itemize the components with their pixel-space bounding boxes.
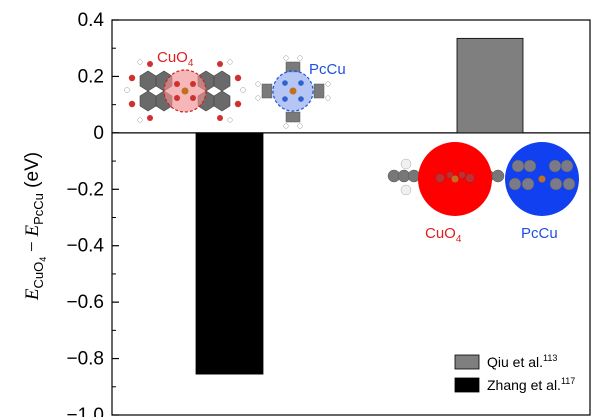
bar-zhang bbox=[195, 132, 264, 375]
molecule-pccu-icon bbox=[255, 55, 331, 129]
side-view-pccu-icon bbox=[505, 142, 579, 216]
y-tick-label: −0.6 bbox=[66, 292, 104, 313]
y-axis: 0.4 0.2 0 −0.2 −0.4 −0.6 −0.8 −1.0 bbox=[66, 10, 119, 417]
legend-label-qiu: Qiu et al.113 bbox=[487, 353, 557, 370]
y-tick-label: 0.4 bbox=[78, 10, 105, 31]
molecule-cuo4-icon bbox=[124, 59, 246, 123]
inset-top-cuo4-label: CuO4 bbox=[157, 49, 194, 69]
inset-top-pccu-label: PcCu bbox=[309, 61, 346, 78]
legend-label-zhang: Zhang et al.117 bbox=[487, 376, 575, 393]
y-axis-label: ECuO4 − EPcCu (eV) bbox=[22, 152, 48, 301]
inset-molecules-right: CuO4 PcCu bbox=[387, 142, 579, 245]
inset-right-pccu-label: PcCu bbox=[521, 225, 558, 242]
y-tick-label: −0.8 bbox=[66, 349, 104, 370]
bar-qiu bbox=[456, 37, 524, 134]
inset-molecules-top: CuO4 PcCu bbox=[124, 49, 346, 129]
y-tick-label: 0.2 bbox=[78, 66, 104, 87]
legend-swatch-qiu bbox=[454, 354, 480, 370]
legend-swatch-zhang bbox=[454, 377, 480, 393]
y-tick-label: −0.4 bbox=[66, 236, 104, 257]
legend: Qiu et al.113 Zhang et al.117 bbox=[454, 353, 575, 393]
side-view-cuo4-icon bbox=[387, 142, 505, 216]
y-tick-label: −1.0 bbox=[66, 405, 104, 417]
y-tick-label: 0 bbox=[93, 123, 104, 144]
inset-right-cuo4-label: CuO4 bbox=[425, 225, 462, 245]
y-tick-label: −0.2 bbox=[66, 179, 104, 200]
bars bbox=[195, 37, 524, 375]
